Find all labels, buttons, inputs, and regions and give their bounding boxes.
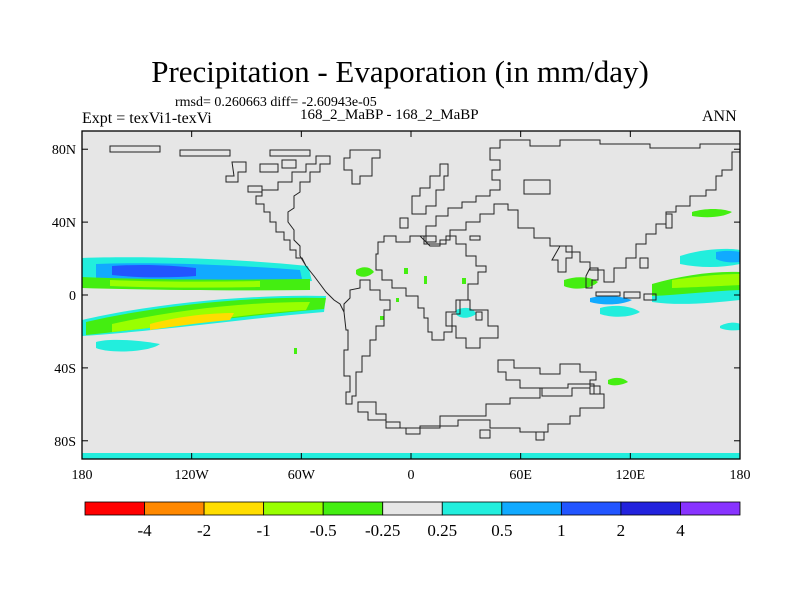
outline-australia-like [445, 299, 499, 349]
outline-uk [399, 217, 409, 229]
spac-cyan-small [720, 322, 740, 331]
colorbar-label: -0.5 [310, 521, 337, 540]
io-blue-patch [590, 295, 632, 305]
spac-cyan-patch [96, 339, 160, 352]
outline-small-island-1 [479, 429, 491, 439]
colorbar-label: 4 [676, 521, 685, 540]
lon-tick-label: 120W [175, 468, 210, 483]
io-cyan-patch [600, 305, 640, 317]
outline-madagascar [475, 311, 483, 321]
case-label: 168_2_MaBP - 168_2_MaBP [300, 107, 479, 123]
map-background [82, 131, 740, 459]
small-green-6 [294, 348, 297, 354]
outline-japan [665, 213, 673, 229]
outline-alaska [225, 161, 247, 183]
colorbar-swatch [501, 501, 562, 516]
latitude-axis: 80N 40N 0 40S 80S [52, 143, 740, 450]
colorbar-label: -2 [197, 521, 211, 540]
colorbar-swatch [560, 501, 622, 516]
colorbar-label: 2 [617, 521, 626, 540]
outline-canada-arctic [259, 159, 297, 173]
lat-tick-label: 80N [52, 143, 76, 158]
outline-north-america [255, 155, 331, 267]
wpac-blue-patch [716, 250, 740, 263]
colorbar-label: 1 [557, 521, 566, 540]
lon-tick-label: 180 [730, 468, 751, 483]
outline-philippines [639, 257, 649, 269]
stats-label: rmsd= 0.260663 diff= -2.60943e-05 [175, 95, 377, 110]
outline-europe-asia [418, 139, 741, 283]
colorbar-label: 0.5 [491, 521, 512, 540]
colorbar-swatch [382, 501, 443, 516]
npac-green-patch [692, 209, 732, 218]
longitude-axis: 180 120W 60W 0 60E 120E 180 [72, 131, 751, 483]
colorbar-swatch [84, 501, 145, 516]
outline-arctic-islands [109, 145, 311, 157]
colorbar-swatch [263, 501, 324, 516]
sio-green-patch [608, 377, 628, 386]
wpac-lightgreen-band [672, 274, 740, 288]
small-green-3 [462, 278, 466, 284]
outline-india [551, 245, 573, 273]
lon-tick-label: 120E [616, 468, 646, 483]
outline-greenland [343, 149, 381, 185]
outline-scandinavia [411, 163, 449, 215]
colorbar-swatch [203, 501, 265, 516]
lon-tick-label: 60E [509, 468, 532, 483]
season-label: ANN [702, 108, 737, 125]
outline-alaska-islands [247, 185, 263, 193]
lat-tick-label: 0 [69, 289, 76, 304]
lat-tick-label: 40N [52, 216, 76, 231]
outline-se-asia [585, 267, 599, 289]
small-green-4 [380, 316, 384, 320]
experiment-label: Expt = texVi1-texVi [82, 110, 212, 127]
lat-tick-label: 40S [54, 362, 76, 377]
outline-central-america [305, 265, 345, 313]
colorbar-label: -0.25 [365, 521, 400, 540]
npac-lightgreen-band [110, 280, 260, 288]
colorbar-swatch [680, 501, 741, 516]
outline-indonesia [595, 291, 657, 301]
colorbar-label: -4 [137, 521, 152, 540]
small-green-2 [424, 276, 427, 284]
outline-caspian [523, 179, 551, 195]
continent-outlines [109, 139, 741, 441]
colorbar: -4 -2 -1 -0.5 -0.25 0.25 0.5 1 2 4 [84, 501, 741, 540]
lon-tick-label: 60W [288, 468, 316, 483]
colorbar-swatch [144, 501, 205, 516]
colorbar-swatch [620, 501, 681, 516]
lat-tick-label: 80S [54, 435, 76, 450]
outline-antarctica-peninsula [357, 383, 605, 435]
outline-small-island-3 [589, 385, 601, 395]
outline-south-land [497, 359, 597, 397]
npac-darkblue-core [112, 264, 196, 278]
outline-mediterranean-islands [425, 235, 481, 243]
small-green-5 [396, 298, 399, 302]
io-green-patch [564, 277, 598, 289]
spac-yellow-core [150, 313, 234, 330]
lon-tick-label: 0 [408, 468, 415, 483]
small-green-1 [404, 268, 408, 274]
atl-green-patch [356, 267, 374, 277]
colorbar-swatch [441, 501, 503, 516]
colorbar-swatch [322, 501, 384, 516]
lon-tick-label: 180 [72, 468, 93, 483]
plot-title: Precipitation - Evaporation (in mm/day) [151, 54, 649, 89]
outline-small-island-2 [535, 431, 545, 441]
colorbar-label: 0.25 [427, 521, 457, 540]
colorbar-label: -1 [257, 521, 271, 540]
outline-south-america [343, 279, 391, 405]
